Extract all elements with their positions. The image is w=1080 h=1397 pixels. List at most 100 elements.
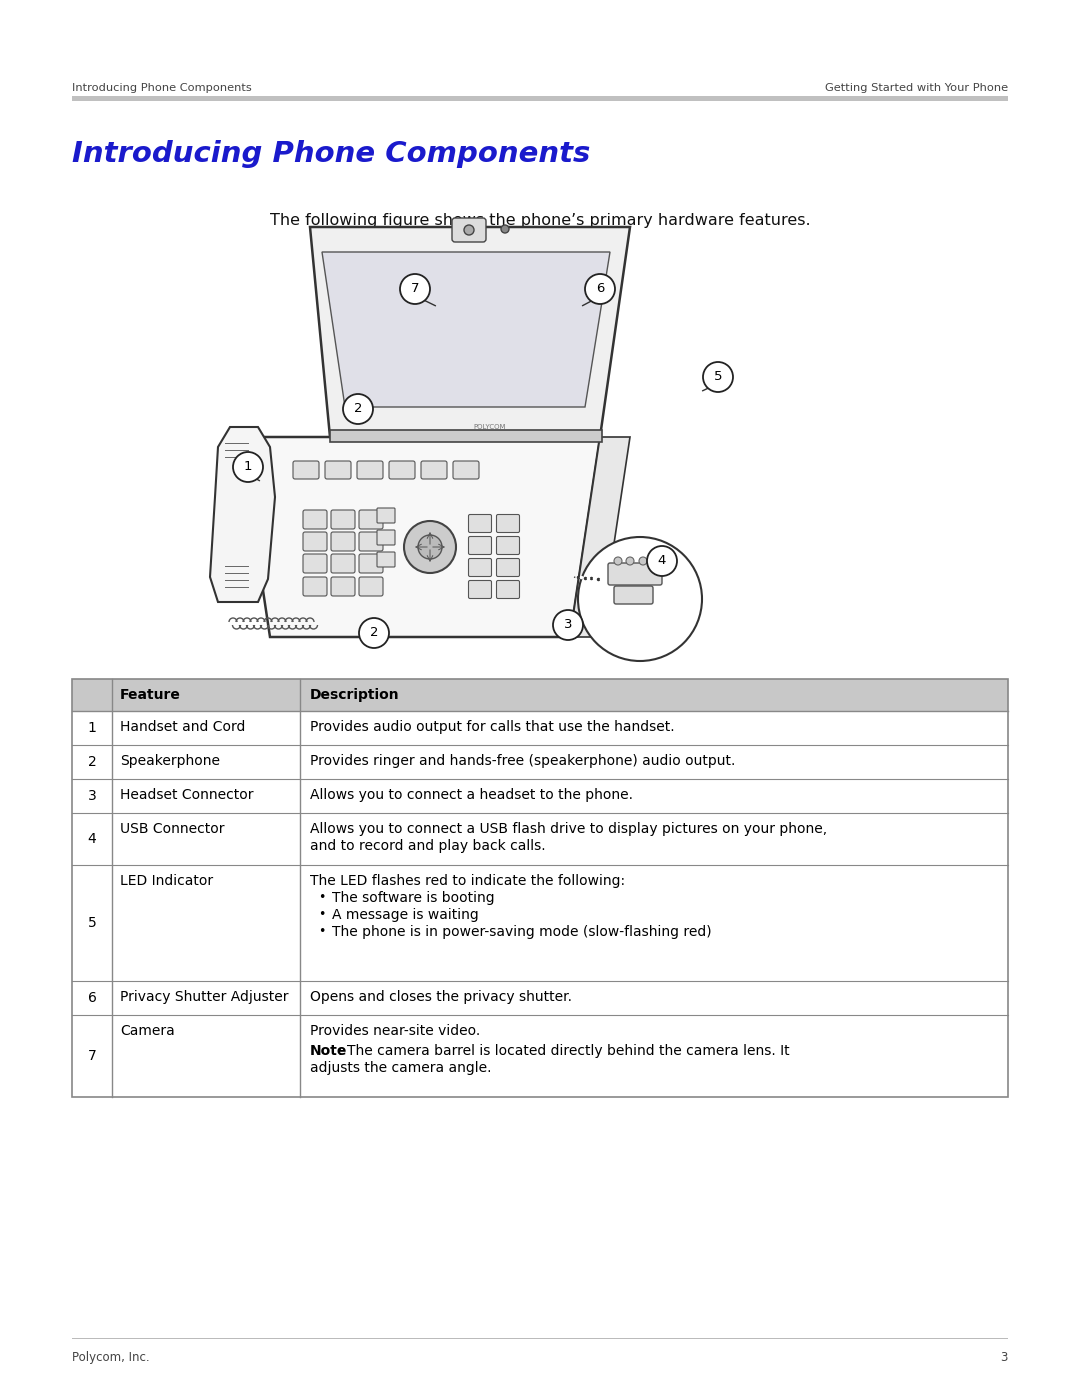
Bar bbox=[72, 1337, 1008, 1338]
Text: 3: 3 bbox=[564, 619, 572, 631]
Bar bbox=[72, 865, 1008, 981]
FancyBboxPatch shape bbox=[608, 563, 662, 585]
Text: 5: 5 bbox=[87, 916, 96, 930]
Text: 6: 6 bbox=[596, 282, 604, 296]
FancyBboxPatch shape bbox=[469, 514, 491, 532]
Text: The software is booting: The software is booting bbox=[332, 891, 495, 905]
FancyBboxPatch shape bbox=[497, 559, 519, 577]
Text: •: • bbox=[318, 925, 325, 937]
FancyBboxPatch shape bbox=[330, 555, 355, 573]
Bar bbox=[72, 780, 1008, 813]
Polygon shape bbox=[240, 437, 600, 637]
Text: Allows you to connect a USB flash drive to display pictures on your phone,: Allows you to connect a USB flash drive … bbox=[310, 821, 827, 835]
Circle shape bbox=[585, 274, 615, 305]
Bar bbox=[72, 813, 1008, 865]
Text: 1: 1 bbox=[87, 721, 96, 735]
Text: Introducing Phone Components: Introducing Phone Components bbox=[72, 140, 591, 168]
Polygon shape bbox=[210, 427, 275, 602]
Bar bbox=[72, 1016, 1008, 1097]
Text: •: • bbox=[318, 908, 325, 921]
Circle shape bbox=[343, 394, 373, 425]
Circle shape bbox=[464, 225, 474, 235]
Circle shape bbox=[359, 617, 389, 648]
Text: adjusts the camera angle.: adjusts the camera angle. bbox=[310, 1060, 491, 1076]
FancyBboxPatch shape bbox=[359, 532, 383, 550]
FancyBboxPatch shape bbox=[359, 510, 383, 529]
FancyBboxPatch shape bbox=[303, 510, 327, 529]
Bar bbox=[72, 679, 1008, 711]
FancyBboxPatch shape bbox=[359, 577, 383, 597]
Circle shape bbox=[647, 546, 677, 576]
Text: Feature: Feature bbox=[120, 687, 180, 703]
Circle shape bbox=[639, 557, 647, 564]
Circle shape bbox=[404, 521, 456, 573]
Text: 4: 4 bbox=[87, 833, 96, 847]
FancyBboxPatch shape bbox=[453, 218, 486, 242]
Text: The following figure shows the phone’s primary hardware features.: The following figure shows the phone’s p… bbox=[270, 212, 810, 228]
Text: and to record and play back calls.: and to record and play back calls. bbox=[310, 840, 545, 854]
FancyBboxPatch shape bbox=[330, 577, 355, 597]
FancyBboxPatch shape bbox=[469, 581, 491, 598]
Text: 3: 3 bbox=[1001, 1351, 1008, 1363]
Circle shape bbox=[501, 225, 509, 233]
Text: 7: 7 bbox=[410, 282, 419, 296]
Text: LED Indicator: LED Indicator bbox=[120, 875, 213, 888]
FancyBboxPatch shape bbox=[377, 509, 395, 522]
Text: : The camera barrel is located directly behind the camera lens. It: : The camera barrel is located directly … bbox=[338, 1044, 789, 1058]
Text: 6: 6 bbox=[87, 990, 96, 1004]
Text: Provides near-site video.: Provides near-site video. bbox=[310, 1024, 481, 1038]
Text: •: • bbox=[318, 891, 325, 904]
Bar bbox=[72, 745, 1008, 780]
FancyBboxPatch shape bbox=[330, 510, 355, 529]
Text: The LED flashes red to indicate the following:: The LED flashes red to indicate the foll… bbox=[310, 875, 625, 888]
Circle shape bbox=[400, 274, 430, 305]
Text: Allows you to connect a headset to the phone.: Allows you to connect a headset to the p… bbox=[310, 788, 633, 802]
Text: 3: 3 bbox=[87, 789, 96, 803]
Text: POLYCOM: POLYCOM bbox=[474, 425, 507, 430]
Polygon shape bbox=[570, 437, 630, 637]
FancyBboxPatch shape bbox=[293, 461, 319, 479]
Circle shape bbox=[578, 536, 702, 661]
Bar bbox=[72, 96, 1008, 101]
Circle shape bbox=[615, 557, 622, 564]
FancyBboxPatch shape bbox=[497, 581, 519, 598]
Bar bbox=[72, 981, 1008, 1016]
FancyBboxPatch shape bbox=[469, 559, 491, 577]
Text: Provides audio output for calls that use the handset.: Provides audio output for calls that use… bbox=[310, 719, 675, 733]
FancyBboxPatch shape bbox=[330, 532, 355, 550]
Text: Provides ringer and hands-free (speakerphone) audio output.: Provides ringer and hands-free (speakerp… bbox=[310, 754, 735, 768]
FancyBboxPatch shape bbox=[357, 461, 383, 479]
Text: Note: Note bbox=[310, 1044, 348, 1058]
Text: 2: 2 bbox=[369, 626, 378, 640]
Text: Introducing Phone Components: Introducing Phone Components bbox=[72, 82, 252, 94]
FancyBboxPatch shape bbox=[377, 529, 395, 545]
Circle shape bbox=[233, 453, 264, 482]
Bar bbox=[72, 711, 1008, 745]
Text: USB Connector: USB Connector bbox=[120, 821, 225, 835]
Text: Handset and Cord: Handset and Cord bbox=[120, 719, 245, 733]
Text: Description: Description bbox=[310, 687, 400, 703]
FancyBboxPatch shape bbox=[303, 555, 327, 573]
Text: 7: 7 bbox=[87, 1049, 96, 1063]
Text: The phone is in power-saving mode (slow-flashing red): The phone is in power-saving mode (slow-… bbox=[332, 925, 712, 939]
FancyBboxPatch shape bbox=[303, 577, 327, 597]
Circle shape bbox=[553, 610, 583, 640]
Circle shape bbox=[418, 535, 442, 559]
Text: Speakerphone: Speakerphone bbox=[120, 754, 220, 768]
FancyBboxPatch shape bbox=[453, 461, 480, 479]
FancyBboxPatch shape bbox=[615, 585, 653, 604]
Text: 1: 1 bbox=[244, 461, 253, 474]
Text: 2: 2 bbox=[354, 402, 362, 415]
FancyBboxPatch shape bbox=[421, 461, 447, 479]
FancyBboxPatch shape bbox=[469, 536, 491, 555]
Text: 2: 2 bbox=[87, 754, 96, 768]
Bar bbox=[72, 679, 1008, 1097]
Polygon shape bbox=[310, 226, 630, 437]
FancyBboxPatch shape bbox=[303, 532, 327, 550]
Text: Polycom, Inc.: Polycom, Inc. bbox=[72, 1351, 150, 1363]
FancyBboxPatch shape bbox=[359, 555, 383, 573]
FancyBboxPatch shape bbox=[497, 536, 519, 555]
Text: Getting Started with Your Phone: Getting Started with Your Phone bbox=[825, 82, 1008, 94]
Text: Camera: Camera bbox=[120, 1024, 175, 1038]
Text: 4: 4 bbox=[658, 555, 666, 567]
